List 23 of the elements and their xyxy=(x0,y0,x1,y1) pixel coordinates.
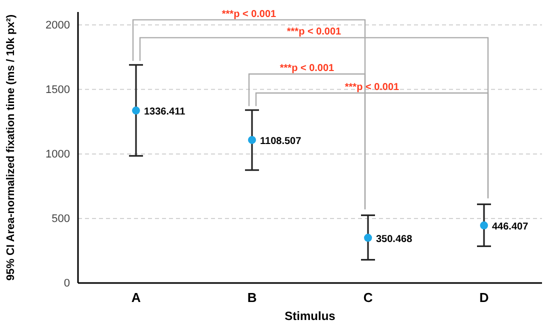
data-label: 350.468 xyxy=(376,234,413,245)
x-tick-label: B xyxy=(247,290,257,306)
x-axis-title: Stimulus xyxy=(284,309,336,323)
annotation: ***p < 0.001 xyxy=(222,8,277,20)
annotation: ***p < 0.001 xyxy=(344,82,400,93)
point xyxy=(364,234,372,242)
x-tick-label: A xyxy=(131,290,142,306)
y-tick-label: 500 xyxy=(52,212,70,225)
point xyxy=(480,221,488,230)
annotation: ***p < 0.001 xyxy=(286,26,342,38)
data-label: 1336.411 xyxy=(144,106,186,118)
y-tick-label: 1000 xyxy=(46,148,70,160)
data-label: 446.407 xyxy=(492,221,529,232)
point xyxy=(132,106,140,115)
x-tick-label: C xyxy=(363,290,374,306)
y-tick-label: 0 xyxy=(64,278,70,290)
point xyxy=(248,136,256,144)
y-tick-label: 2000 xyxy=(46,19,70,32)
y-axis-title: 95% CI Area-normalized fixation time (ms / 10k px²) xyxy=(5,14,17,281)
annotation: ***p < 0.001 xyxy=(280,63,335,74)
data-label: 1108.507 xyxy=(260,136,302,147)
x-tick-label: D xyxy=(479,290,489,306)
y-tick-label: 1500 xyxy=(46,84,70,96)
